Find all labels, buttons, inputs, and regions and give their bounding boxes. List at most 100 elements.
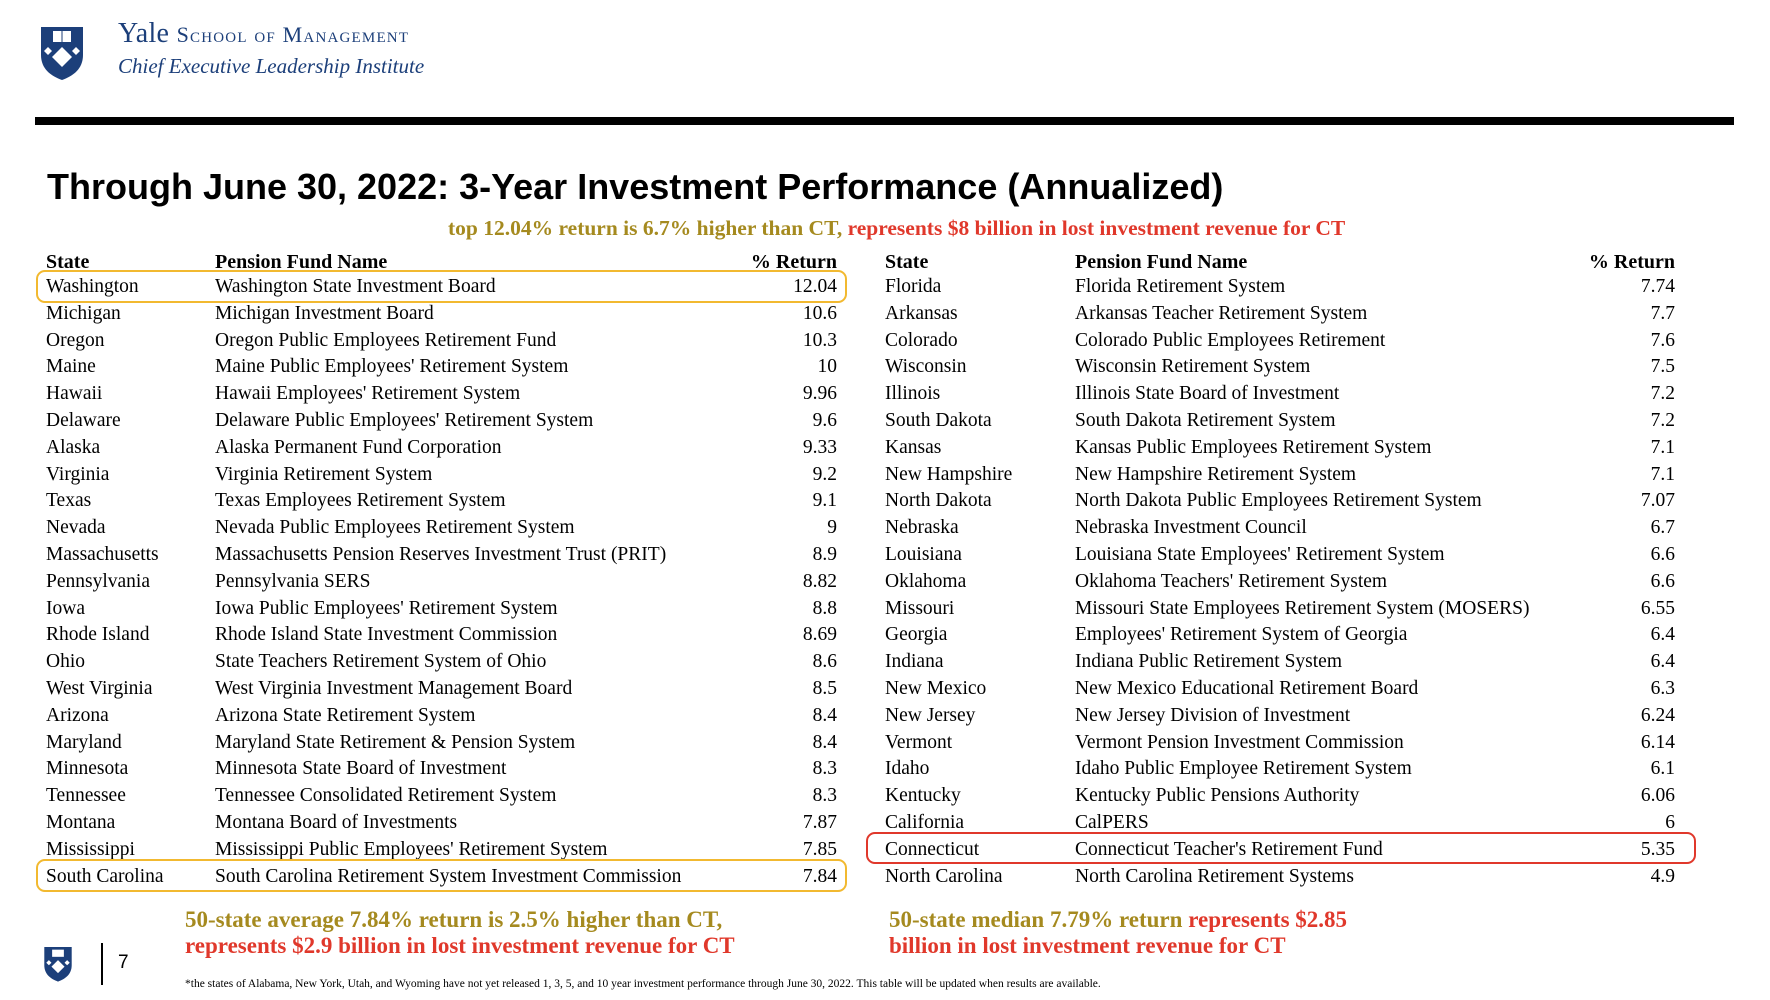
fund-name-cell: Wisconsin Retirement System xyxy=(1075,356,1311,378)
state-cell: North Dakota xyxy=(885,490,992,512)
return-cell: 8.5 xyxy=(812,677,837,699)
return-cell: 8.3 xyxy=(812,785,837,807)
slide-title: Through June 30, 2022: 3-Year Investment… xyxy=(47,166,1224,207)
return-cell: 12.04 xyxy=(793,276,837,297)
table-row: Michigan Michigan Investment Board 10.6 xyxy=(46,301,837,328)
table-row: Nevada Nevada Public Employees Retirement… xyxy=(46,515,837,542)
return-cell: 9.1 xyxy=(812,490,837,512)
table-row: Florida Florida Retirement System 7.74 xyxy=(885,274,1675,301)
table-row: Montana Montana Board of Investments 7.87 xyxy=(46,810,837,837)
brand: Yale School of Management Chief Executiv… xyxy=(118,18,424,79)
bottom-note-median: 50-state median 7.79% return represents … xyxy=(889,907,1347,959)
state-cell: Pennsylvania xyxy=(46,570,150,592)
return-cell: 6.3 xyxy=(1650,677,1675,699)
state-cell: New Hampshire xyxy=(885,463,1013,485)
fund-name-cell: Texas Employees Retirement System xyxy=(215,490,506,512)
return-cell: 9.2 xyxy=(812,463,837,485)
state-cell: Iowa xyxy=(46,597,85,619)
table-row: Louisiana Louisiana State Employees' Reti… xyxy=(885,542,1675,569)
fund-name-cell: CalPERS xyxy=(1075,811,1149,833)
return-cell: 6.4 xyxy=(1650,624,1675,646)
table-row: North Dakota North Dakota Public Employee… xyxy=(885,488,1675,515)
state-cell: Oregon xyxy=(46,329,105,351)
fund-name-cell: Indiana Public Retirement System xyxy=(1075,651,1342,673)
return-cell: 6.14 xyxy=(1640,731,1675,753)
return-cell: 7.74 xyxy=(1640,276,1675,297)
table-row: Missouri Missouri State Employees Retirem… xyxy=(885,596,1675,623)
bottom-note-median-red-1: represents $2.85 xyxy=(1188,907,1348,932)
state-cell: Illinois xyxy=(885,383,941,405)
fund-name-cell: Illinois State Board of Investment xyxy=(1075,383,1340,405)
state-cell: Washington xyxy=(46,276,139,297)
return-cell: 8.4 xyxy=(812,704,837,726)
highlight-box-connecticut xyxy=(866,832,1696,864)
highlight-box-median-south-carolina xyxy=(36,859,847,892)
left-performance-table: State Pension Fund Name % Return Washing… xyxy=(46,246,837,890)
return-cell: 6.7 xyxy=(1650,517,1675,539)
state-cell: Nevada xyxy=(46,517,106,539)
footnote: *the states of Alabama, New York, Utah, … xyxy=(185,978,1101,990)
state-cell: Maine xyxy=(46,356,96,378)
table-row: Arkansas Arkansas Teacher Retirement Syst… xyxy=(885,301,1675,328)
state-cell: South Dakota xyxy=(885,409,992,431)
return-cell: 6.06 xyxy=(1640,785,1675,807)
return-cell: 6 xyxy=(1665,811,1675,833)
state-cell: Vermont xyxy=(885,731,953,753)
table-row: South Dakota South Dakota Retirement Syst… xyxy=(885,408,1675,435)
return-cell: 7.7 xyxy=(1650,302,1675,324)
fund-name-cell: Alaska Permanent Fund Corporation xyxy=(215,436,502,458)
return-cell: 6.24 xyxy=(1640,704,1675,726)
return-cell: 8.4 xyxy=(812,731,837,753)
fund-name-cell: Rhode Island State Investment Commission xyxy=(215,624,558,646)
fund-name-cell: Maine Public Employees' Retirement Syste… xyxy=(215,356,569,378)
brand-name: Yale School of Management xyxy=(118,18,410,49)
state-cell: New Jersey xyxy=(885,704,976,726)
fund-name-cell: Florida Retirement System xyxy=(1075,276,1286,297)
return-cell: 6.6 xyxy=(1650,543,1675,565)
column-header-return: % Return xyxy=(750,251,837,273)
fund-name-cell: Arkansas Teacher Retirement System xyxy=(1075,302,1368,324)
state-cell: Alaska xyxy=(46,436,101,458)
fund-name-cell: Virginia Retirement System xyxy=(215,463,433,485)
fund-name-cell: North Carolina Retirement Systems xyxy=(1075,865,1354,887)
state-cell: Maryland xyxy=(46,731,122,753)
table-row: Massachusetts Massachusetts Pension Reser… xyxy=(46,542,837,569)
fund-name-cell: Arizona State Retirement System xyxy=(215,704,476,726)
return-cell: 8.69 xyxy=(802,624,837,646)
state-cell: Mississippi xyxy=(46,838,135,860)
bottom-note-average: 50-state average 7.84% return is 2.5% hi… xyxy=(185,907,735,959)
state-cell: Michigan xyxy=(46,302,121,324)
highlight-box-top-washington xyxy=(36,270,847,303)
right-table-body: Florida Florida Retirement System 7.74 Arka… xyxy=(885,274,1675,890)
return-cell: 8.3 xyxy=(812,758,837,780)
table-row: Maryland Maryland State Retirement & Pens… xyxy=(46,730,837,757)
return-cell: 7.1 xyxy=(1650,463,1675,485)
table-row: Colorado Colorado Public Employees Retire… xyxy=(885,328,1675,355)
fund-name-cell: Washington State Investment Board xyxy=(215,276,496,297)
fund-name-cell: Montana Board of Investments xyxy=(215,811,458,833)
column-header-state: State xyxy=(885,251,929,273)
return-cell: 10.6 xyxy=(802,302,837,324)
return-cell: 7.87 xyxy=(802,811,837,833)
fund-name-cell: Minnesota State Board of Investment xyxy=(215,758,507,780)
fund-name-cell: West Virginia Investment Management Boar… xyxy=(215,677,573,699)
return-cell: 8.8 xyxy=(812,597,837,619)
table-row: South Carolina South Carolina Retirement … xyxy=(46,864,837,891)
table-row: Hawaii Hawaii Employees' Retirement Syste… xyxy=(46,381,837,408)
table-row: North Carolina North Carolina Retirement … xyxy=(885,864,1675,891)
fund-name-cell: Delaware Public Employees' Retirement Sy… xyxy=(215,409,594,431)
state-cell: Arkansas xyxy=(885,302,958,324)
return-cell: 6.6 xyxy=(1650,570,1675,592)
table-row: Oklahoma Oklahoma Teachers' Retirement Sy… xyxy=(885,569,1675,596)
state-cell: Kentucky xyxy=(885,785,961,807)
return-cell: 8.6 xyxy=(812,651,837,673)
page-number: 7 xyxy=(118,952,129,973)
return-cell: 7.2 xyxy=(1650,409,1675,431)
return-cell: 7.85 xyxy=(802,838,837,860)
fund-name-cell: Employees' Retirement System of Georgia xyxy=(1075,624,1408,646)
table-row: Pennsylvania Pennsylvania SERS 8.82 xyxy=(46,569,837,596)
fund-name-cell: New Jersey Division of Investment xyxy=(1075,704,1351,726)
state-cell: Florida xyxy=(885,276,942,297)
yale-shield-logo xyxy=(41,27,83,80)
return-cell: 4.9 xyxy=(1650,865,1675,887)
